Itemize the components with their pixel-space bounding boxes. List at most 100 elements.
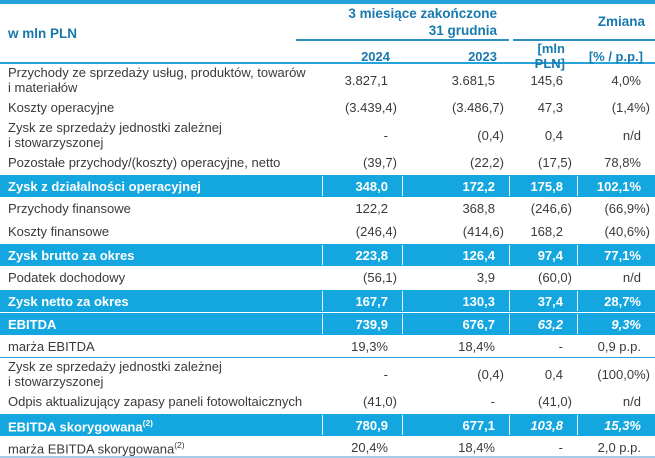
row-label: EBITDA bbox=[8, 316, 57, 332]
cell-change-mln: 145,6 bbox=[530, 72, 563, 88]
cell-2023: - bbox=[490, 394, 495, 409]
footnote-marker: (2) bbox=[142, 417, 153, 428]
cell-change-mln: (60,0) bbox=[538, 270, 572, 285]
cell-2023: (0,4) bbox=[477, 127, 504, 143]
cell-2024: (246,4) bbox=[355, 224, 397, 239]
table-row: Koszty operacyjne (3.439,4) (3.486,7) 47… bbox=[0, 96, 655, 119]
table-row: Zysk ze sprzedaży jednostki zależnej i s… bbox=[0, 358, 655, 390]
cell-2023: 18,4% bbox=[458, 338, 495, 354]
cell-2023: 130,3 bbox=[402, 291, 509, 311]
cell-2023: 172,2 bbox=[402, 176, 509, 196]
row-label: Odpis aktualizujący zapasy paneli fotowo… bbox=[8, 394, 303, 409]
table-row: EBITDA 739,9 676,7 63,2 9,3% bbox=[0, 312, 655, 335]
cell-2023: 3.681,5 bbox=[451, 72, 495, 88]
cell-change-pct: 9,3% bbox=[577, 314, 655, 334]
cell-change-mln: (246,6) bbox=[530, 201, 572, 216]
cell-change-mln: - bbox=[558, 440, 563, 455]
row-label: Zysk netto za okres bbox=[8, 293, 129, 309]
column-header-2024: 2024 bbox=[361, 48, 390, 64]
cell-change-pct: n/d bbox=[622, 394, 641, 409]
header-column-groups: 3 miesiące zakończone 31 grudnia Zmiana bbox=[296, 4, 655, 41]
column-group-period: 3 miesiące zakończone 31 grudnia bbox=[296, 4, 509, 41]
cell-2024: 739,9 bbox=[322, 314, 402, 334]
cell-2023: 368,8 bbox=[462, 201, 495, 216]
table-row: Podatek dochodowy (56,1) 3,9 (60,0) n/d bbox=[0, 266, 655, 289]
cell-change-pct: 15,3% bbox=[577, 415, 655, 435]
cell-2024: - bbox=[383, 127, 388, 143]
row-label: Przychody ze sprzedaży usług, produktów,… bbox=[8, 65, 306, 95]
table-row: Koszty finansowe (246,4) (414,6) 168,2 (… bbox=[0, 220, 655, 243]
cell-change-pct: (66,9%) bbox=[604, 201, 650, 216]
cell-change-mln: 175,8 bbox=[509, 176, 577, 196]
row-label: Zysk ze sprzedaży jednostki zależnej i s… bbox=[8, 359, 222, 389]
cell-2024: (39,7) bbox=[363, 155, 397, 170]
cell-change-mln: 0,4 bbox=[544, 366, 563, 382]
table-header: w mln PLN 3 miesiące zakończone 31 grudn… bbox=[0, 4, 655, 71]
table-row: Przychody finansowe 122,2 368,8 (246,6) … bbox=[0, 197, 655, 220]
column-header-change-pct: [% / p.p.] bbox=[588, 48, 643, 64]
table-row: Zysk z działalności operacyjnej 348,0 17… bbox=[0, 174, 655, 197]
row-label: Zysk z działalności operacyjnej bbox=[8, 178, 201, 194]
row-label: Pozostałe przychody/(koszty) operacyjne,… bbox=[8, 155, 281, 170]
cell-2023: (414,6) bbox=[462, 224, 504, 239]
cell-change-mln: 47,3 bbox=[537, 100, 563, 115]
header-subcolumns: 2024 2023 [mln PLN] [% / p.p.] bbox=[322, 41, 655, 71]
row-label: EBITDA skorygowana(2) bbox=[8, 417, 153, 435]
cell-change-pct: n/d bbox=[622, 127, 641, 143]
column-header-2023: 2023 bbox=[468, 48, 497, 64]
cell-2024: 19,3% bbox=[351, 338, 388, 354]
table-row: EBITDA skorygowana(2) 780,9 677,1 103,8 … bbox=[0, 413, 655, 436]
cell-change-pct: 0,9 p.p. bbox=[597, 338, 641, 354]
cell-2023: 126,4 bbox=[402, 245, 509, 265]
table-row: Zysk brutto za okres 223,8 126,4 97,4 77… bbox=[0, 243, 655, 266]
cell-2024: 122,2 bbox=[355, 201, 388, 216]
cell-2024: 20,4% bbox=[351, 440, 388, 455]
column-group-change: Zmiana bbox=[513, 4, 655, 41]
row-label: Zysk brutto za okres bbox=[8, 247, 135, 263]
cell-change-mln: 0,4 bbox=[544, 127, 563, 143]
cell-2023: (0,4) bbox=[477, 366, 504, 382]
cell-change-mln: 103,8 bbox=[509, 415, 577, 435]
cell-2024: - bbox=[383, 366, 388, 382]
header-columns-area: 3 miesiące zakończone 31 grudnia Zmiana … bbox=[296, 4, 655, 71]
row-label: Koszty finansowe bbox=[8, 224, 110, 239]
cell-2023: 676,7 bbox=[402, 314, 509, 334]
cell-2023: (3.486,7) bbox=[451, 100, 504, 115]
table-row: marża EBITDA skorygowana(2) 20,4% 18,4% … bbox=[0, 436, 655, 456]
cell-change-pct: 28,7% bbox=[577, 291, 655, 311]
cell-change-pct: 2,0 p.p. bbox=[597, 440, 641, 455]
row-label: Podatek dochodowy bbox=[8, 270, 126, 285]
table-row: Odpis aktualizujący zapasy paneli fotowo… bbox=[0, 390, 655, 413]
table-row: Zysk ze sprzedaży jednostki zależnej i s… bbox=[0, 119, 655, 151]
row-label: Przychody finansowe bbox=[8, 201, 131, 216]
table-row: Przychody ze sprzedaży usług, produktów,… bbox=[0, 64, 655, 96]
cell-2024: (56,1) bbox=[363, 270, 397, 285]
cell-2024: 223,8 bbox=[322, 245, 402, 265]
cell-2024: 780,9 bbox=[322, 415, 402, 435]
table-row: Pozostałe przychody/(koszty) operacyjne,… bbox=[0, 151, 655, 174]
cell-2023: (22,2) bbox=[470, 155, 504, 170]
row-label: marża EBITDA bbox=[8, 338, 95, 354]
cell-change-pct: 78,8% bbox=[604, 155, 641, 170]
cell-change-pct: (40,6%) bbox=[604, 224, 650, 239]
cell-2024: 348,0 bbox=[322, 176, 402, 196]
row-label: Zysk ze sprzedaży jednostki zależnej i s… bbox=[8, 120, 222, 150]
cell-change-mln: (17,5) bbox=[538, 155, 572, 170]
cell-2023: 677,1 bbox=[402, 415, 509, 435]
cell-change-mln: 37,4 bbox=[509, 291, 577, 311]
cell-change-mln: 97,4 bbox=[509, 245, 577, 265]
cell-change-pct: 77,1% bbox=[577, 245, 655, 265]
cell-2023: 18,4% bbox=[458, 440, 495, 455]
cell-change-mln: 168,2 bbox=[530, 224, 563, 239]
table-row: marża EBITDA 19,3% 18,4% - 0,9 p.p. bbox=[0, 335, 655, 358]
cell-change-mln: (41,0) bbox=[538, 394, 572, 409]
row-label: Koszty operacyjne bbox=[8, 100, 115, 115]
cell-2024: (3.439,4) bbox=[344, 100, 397, 115]
cell-2024: 167,7 bbox=[322, 291, 402, 311]
cell-change-mln: 63,2 bbox=[509, 314, 577, 334]
cell-change-pct: (1,4%) bbox=[611, 100, 650, 115]
cell-change-pct: n/d bbox=[622, 270, 641, 285]
cell-2024: (41,0) bbox=[363, 394, 397, 409]
column-header-change-mln: [mln PLN] bbox=[534, 41, 565, 71]
